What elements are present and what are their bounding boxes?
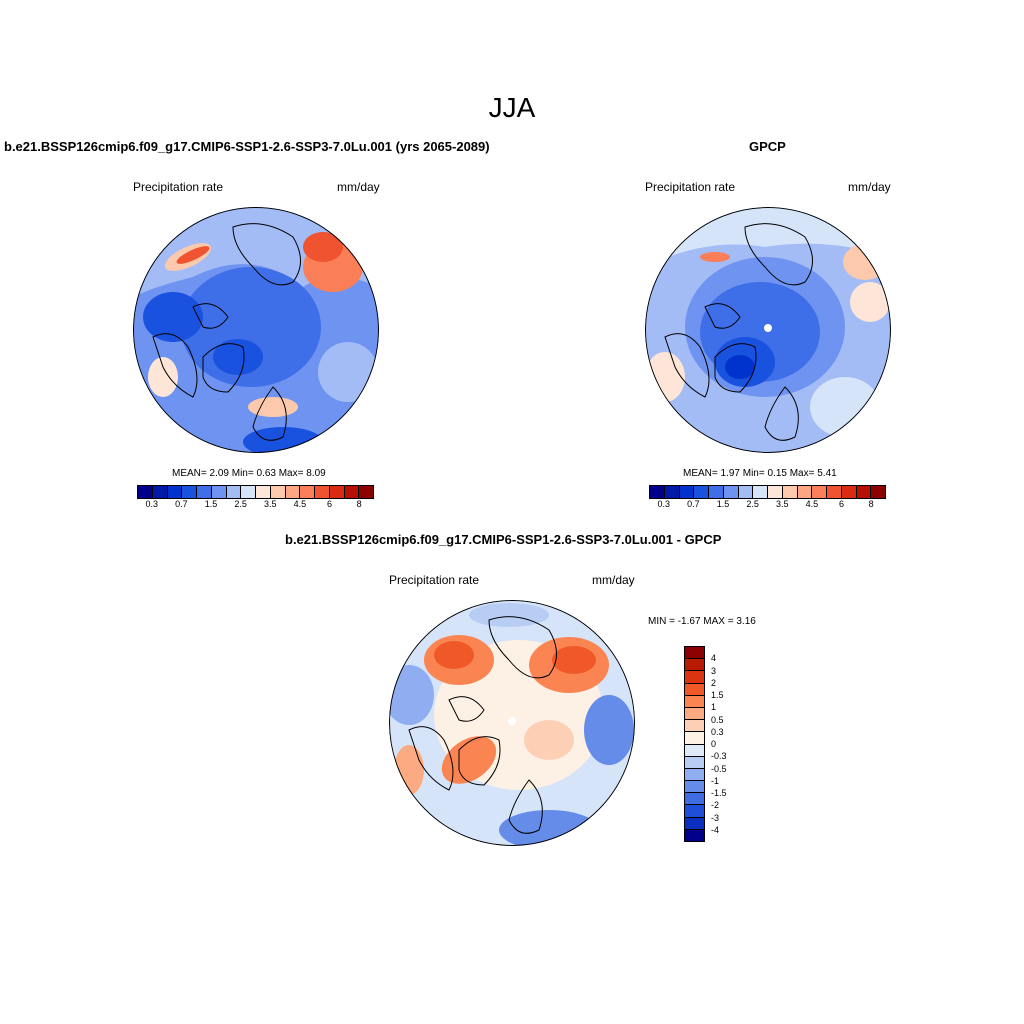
model-colorbar-swatch <box>152 486 168 498</box>
diff-colorbar-swatch <box>685 707 704 721</box>
diff-colorbar-tick-label: -2 <box>711 800 720 811</box>
model-colorbar-swatch <box>359 486 373 498</box>
model-colorbar-swatch <box>270 486 286 498</box>
diff-colorbar-swatch <box>685 781 704 794</box>
diff-colorbar-swatch <box>685 756 704 769</box>
diff-stats: MIN = -1.67 MAX = 3.16 <box>648 616 756 627</box>
model-colorbar-tick-label: 2.5 <box>234 499 247 509</box>
model-colorbar-swatch <box>300 486 315 498</box>
diff-colorbar-tick-label: -3 <box>711 812 720 823</box>
model-colorbar-swatch <box>256 486 271 498</box>
obs-colorbar: 0.3 0.7 1.5 2.5 3.5 4.5 6 8 <box>649 485 886 511</box>
model-colorbar-swatch <box>197 486 212 498</box>
diff-colorbar-swatch <box>685 805 704 818</box>
model-units-label: mm/day <box>337 180 380 194</box>
model-colorbar-swatch <box>241 486 256 498</box>
obs-polar-map <box>645 207 891 453</box>
diff-colorbar-tick-label: 4 <box>711 653 717 664</box>
obs-colorbar-swatch <box>827 486 842 498</box>
diff-colorbar-swatch <box>685 829 704 841</box>
diff-colorbar-swatch <box>685 647 704 660</box>
model-colorbar-tick-label: 6 <box>327 499 333 509</box>
diff-colorbar-tick-label: -1.5 <box>711 788 727 798</box>
obs-colorbar-tick-label: 4.5 <box>805 499 819 509</box>
diff-colorbar-swatch <box>685 659 704 672</box>
model-colorbar-swatch <box>285 486 301 498</box>
obs-colorbar-tick-label: 0.7 <box>687 499 700 509</box>
model-polar-map <box>133 207 379 453</box>
obs-stats: MEAN= 1.97 Min= 0.15 Max= 5.41 <box>683 468 837 479</box>
obs-colorbar-swatch <box>679 486 695 498</box>
obs-colorbar-swatch <box>738 486 754 498</box>
obs-colorbar-tick-label: 1.5 <box>716 499 730 509</box>
diff-colorbar-swatch <box>685 744 704 757</box>
diff-colorbar-swatch <box>685 817 704 830</box>
diff-colorbar-tick-label: 2 <box>711 677 717 688</box>
model-colorbar-swatch <box>344 486 360 498</box>
diff-colorbar-tick-label: 3 <box>711 665 717 676</box>
obs-colorbar-tick-label: 6 <box>839 499 845 509</box>
obs-colorbar-swatch <box>768 486 783 498</box>
diff-colorbar-tick-label: -0.5 <box>711 763 727 774</box>
obs-colorbar-swatch <box>723 486 739 498</box>
model-colorbar-tick-label: 4.5 <box>293 499 307 509</box>
model-colorbar-swatch <box>138 486 153 498</box>
diff-colorbar-tick-label: 1.5 <box>711 690 724 700</box>
obs-colorbar-swatch <box>841 486 857 498</box>
obs-colorbar-swatch <box>856 486 872 498</box>
obs-units-label: mm/day <box>848 180 891 194</box>
diff-colorbar-swatch <box>685 695 704 708</box>
model-colorbar-tick-label: 3.5 <box>264 499 277 509</box>
model-colorbar-swatch <box>167 486 183 498</box>
obs-colorbar-swatch <box>694 486 709 498</box>
obs-colorbar-swatch <box>782 486 798 498</box>
obs-colorbar-tick-label: 0.3 <box>657 499 671 509</box>
diff-variable-label: Precipitation rate <box>389 573 480 587</box>
diff-colorbar-tick-label: -0.3 <box>711 751 727 762</box>
diff-colorbar-swatch <box>685 683 704 696</box>
diff-colorbar-tick-label: 0 <box>711 739 717 749</box>
diff-colorbar-swatch <box>685 671 704 684</box>
obs-colorbar-swatch <box>650 486 665 498</box>
main-title: JJA <box>488 92 536 123</box>
diff-colorbar-swatch <box>685 768 704 782</box>
diff-colorbar-tick-label: 0.5 <box>711 714 724 725</box>
model-colorbar-tick-label: 8 <box>356 499 362 509</box>
diff-colorbar-tick-label: 0.3 <box>711 726 724 737</box>
diff-colorbar-tick-label: 1 <box>711 702 717 713</box>
obs-colorbar-tick-label: 8 <box>868 499 874 509</box>
diff-panel-title: b.e21.BSSP126cmip6.f09_g17.CMIP6-SSP1-2.… <box>285 532 722 547</box>
diff-colorbar-swatch <box>685 793 704 806</box>
obs-panel-title: GPCP <box>749 139 786 154</box>
obs-colorbar-swatch <box>753 486 768 498</box>
model-colorbar-swatch <box>226 486 242 498</box>
diff-colorbar <box>684 646 705 842</box>
model-colorbar-swatch <box>211 486 227 498</box>
model-stats: MEAN= 2.09 Min= 0.63 Max= 8.09 <box>172 468 326 479</box>
model-colorbar: 0.3 0.7 1.5 2.5 3.5 4.5 6 8 <box>137 485 374 511</box>
model-colorbar-swatch <box>182 486 197 498</box>
diff-colorbar-swatch <box>685 720 704 733</box>
obs-colorbar-swatch <box>871 486 885 498</box>
model-colorbar-tick-label: 0.3 <box>145 499 159 509</box>
obs-colorbar-tick-label: 3.5 <box>776 499 789 509</box>
model-panel-title: b.e21.BSSP126cmip6.f09_g17.CMIP6-SSP1-2.… <box>4 139 490 154</box>
diff-units-label: mm/day <box>592 573 635 587</box>
obs-colorbar-swatch <box>812 486 827 498</box>
model-colorbar-swatch <box>329 486 345 498</box>
obs-colorbar-swatch <box>709 486 724 498</box>
obs-colorbar-swatch <box>664 486 680 498</box>
diff-polar-map <box>389 600 635 846</box>
obs-colorbar-tick-label: 2.5 <box>746 499 759 509</box>
diff-colorbar-tick-label: -1 <box>711 775 720 786</box>
diff-colorbar-swatch <box>685 732 704 745</box>
model-colorbar-tick-label: 1.5 <box>204 499 218 509</box>
model-colorbar-tick-label: 0.7 <box>175 499 188 509</box>
model-colorbar-swatch <box>315 486 330 498</box>
model-variable-label: Precipitation rate <box>133 180 224 194</box>
diff-colorbar-labels: 4 3 2 1.5 1 0.5 0.3 0 -0.3 -0.5 -1 -1.5 -2 -3 -4 <box>711 646 741 842</box>
obs-variable-label: Precipitation rate <box>645 180 736 194</box>
diff-colorbar-tick-label: -4 <box>711 824 720 835</box>
obs-colorbar-swatch <box>797 486 813 498</box>
